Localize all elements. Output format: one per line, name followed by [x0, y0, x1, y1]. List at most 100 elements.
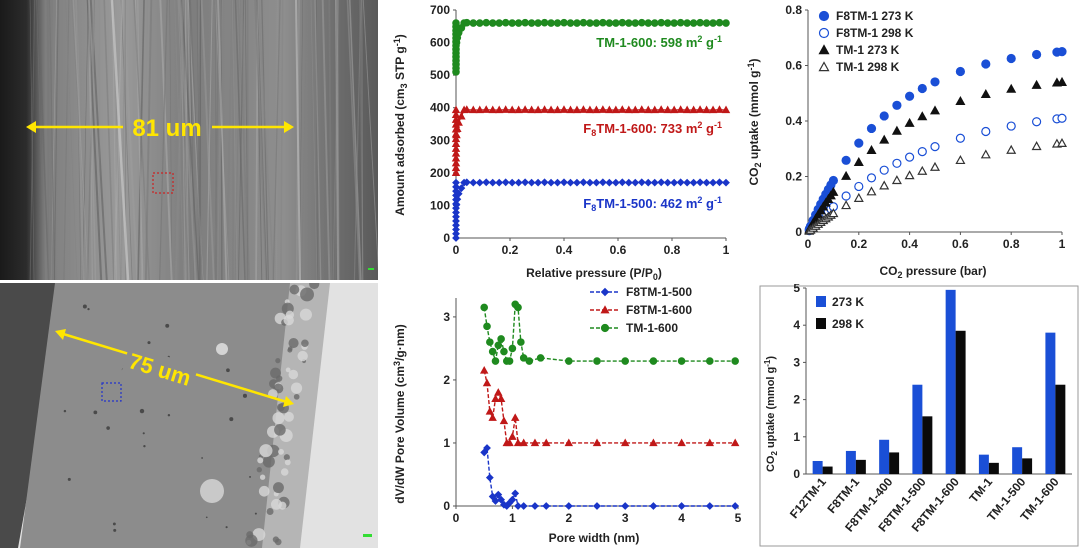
sem-bottom-pore — [112, 522, 116, 526]
sem-top-streak — [189, 0, 203, 280]
n2-point-0 — [527, 19, 536, 27]
n2-point-0 — [650, 19, 659, 27]
n2-point-1 — [501, 105, 510, 113]
n2-point-1 — [663, 105, 672, 114]
pore-y-tick-label: 3 — [443, 310, 450, 324]
sem-bottom-particle — [297, 350, 308, 362]
sem-bottom-particle — [300, 287, 314, 302]
sem-top-streak — [137, 0, 143, 280]
sem-bottom-pore — [249, 475, 251, 478]
n2-point-2 — [534, 178, 542, 187]
n2-point-1 — [494, 105, 504, 114]
co2-point-2 — [841, 170, 852, 180]
n2-x-axis-label: Relative pressure (P/P0) — [526, 266, 662, 282]
sem-bottom-particle — [258, 485, 270, 497]
sem-top-streak — [314, 0, 322, 280]
n2-point-0 — [702, 19, 711, 27]
bar-y-tick-label: 3 — [793, 355, 800, 369]
pore-legend-marker — [600, 287, 610, 297]
pore-point-0 — [564, 502, 573, 510]
n2-point-2 — [683, 178, 692, 187]
sem-bottom-particle — [274, 538, 282, 546]
bar-legend-label: 298 K — [832, 317, 864, 331]
bar-0 — [978, 454, 989, 474]
n2-point-0 — [625, 19, 633, 27]
pore-point-2 — [677, 357, 686, 365]
bar-y-tick-label: 1 — [793, 430, 800, 444]
n2-point-1 — [527, 105, 536, 114]
pore-point-1 — [496, 394, 506, 403]
sem-bottom-pore — [106, 426, 110, 430]
sem-bottom-particle — [216, 343, 228, 355]
pore-point-1 — [499, 416, 509, 425]
n2-point-2 — [657, 178, 666, 187]
pore-point-1 — [564, 438, 574, 447]
n2-point-0 — [586, 19, 594, 27]
n2-point-2 — [650, 178, 659, 187]
sem-bottom-particle — [290, 382, 303, 394]
sem-bottom-pore — [67, 477, 71, 481]
n2-point-0 — [547, 19, 555, 27]
co2-point-1 — [955, 133, 965, 143]
co2-point-3 — [879, 180, 890, 190]
pore-point-0 — [542, 502, 551, 510]
pore-point-2 — [491, 357, 500, 365]
pore-x-tick-label: 5 — [735, 511, 742, 525]
n2-point-0 — [618, 18, 627, 27]
co2-y-tick-label: 0.8 — [785, 3, 802, 17]
pore-point-0 — [621, 502, 630, 510]
n2-point-0 — [592, 19, 601, 27]
bar-1 — [889, 452, 900, 474]
co2-isotherm-chart: 0 0.2 0.4 0.6 0.8 0 0.2 0.4 0.6 0.8 1 F8TM-1 273 K… — [746, 0, 1080, 282]
bar-axes: 0 1 2 3 4 5 — [793, 284, 1072, 481]
n2-point-1 — [514, 105, 523, 114]
pore-point-0 — [531, 502, 539, 510]
n2-y-tick-label: 300 — [430, 133, 450, 147]
sem-bottom-particle — [288, 369, 299, 380]
n2-point-2 — [696, 178, 704, 187]
n2-point-1 — [462, 105, 472, 113]
co2-point-3 — [1031, 141, 1042, 151]
n2-point-2 — [592, 178, 601, 187]
co2-point-2 — [1031, 79, 1042, 89]
n2-point-0 — [683, 19, 691, 27]
co2-axes: 0 0.2 0.4 0.6 0.8 0 0.2 0.4 0.6 0.8 1 — [785, 3, 1065, 251]
sem-bottom-particle — [284, 411, 294, 422]
n2-isotherm-chart: 0 100 200 300 400 500 600 700 0 0.2 0.4 0.6 0.8 1 Rel… — [384, 0, 742, 282]
pore-y-tick-label: 2 — [443, 373, 450, 387]
n2-point-2 — [676, 178, 685, 187]
pore-point-0 — [677, 502, 686, 510]
n2-point-0 — [553, 19, 562, 27]
n2-point-2 — [454, 189, 463, 198]
bar-y-tick-label: 0 — [793, 467, 800, 481]
pore-point-0 — [494, 490, 503, 499]
n2-point-2 — [702, 178, 711, 187]
co2-point-2 — [879, 134, 890, 144]
pore-point-0 — [480, 448, 489, 457]
n2-point-1 — [650, 105, 659, 114]
n2-point-0 — [676, 18, 685, 27]
pore-legend-marker — [600, 323, 610, 333]
co2-point-0 — [917, 83, 927, 94]
bar-0 — [845, 450, 856, 474]
sem-bottom-particle — [266, 508, 274, 515]
co2-isotherm-svg: 0 0.2 0.4 0.6 0.8 0 0.2 0.4 0.6 0.8 1 F8TM-1 273 K… — [746, 3, 1068, 280]
sem-top-ridge — [295, 0, 301, 280]
pore-point-1 — [649, 438, 658, 447]
co2-point-1 — [917, 146, 927, 157]
n2-point-2 — [637, 178, 646, 187]
pore-point-0 — [497, 495, 506, 504]
co2-x-axis-label: CO2 pressure (bar) — [879, 264, 986, 280]
sem-bottom-particle — [245, 534, 258, 547]
sem-top-streak — [37, 0, 50, 280]
co2-y-axis-label: CO2 uptake (mmol g-1) — [746, 58, 763, 185]
n2-point-1 — [682, 105, 692, 114]
n2-point-1 — [451, 163, 461, 172]
co2-legend-label: F8TM-1 273 K — [836, 9, 914, 23]
bar-legend-swatch — [816, 296, 826, 307]
n2-point-1 — [488, 105, 497, 114]
n2-point-0 — [482, 18, 491, 27]
sem-top-streak — [143, 0, 150, 280]
n2-point-0 — [612, 19, 620, 27]
n2-point-1 — [457, 111, 466, 120]
